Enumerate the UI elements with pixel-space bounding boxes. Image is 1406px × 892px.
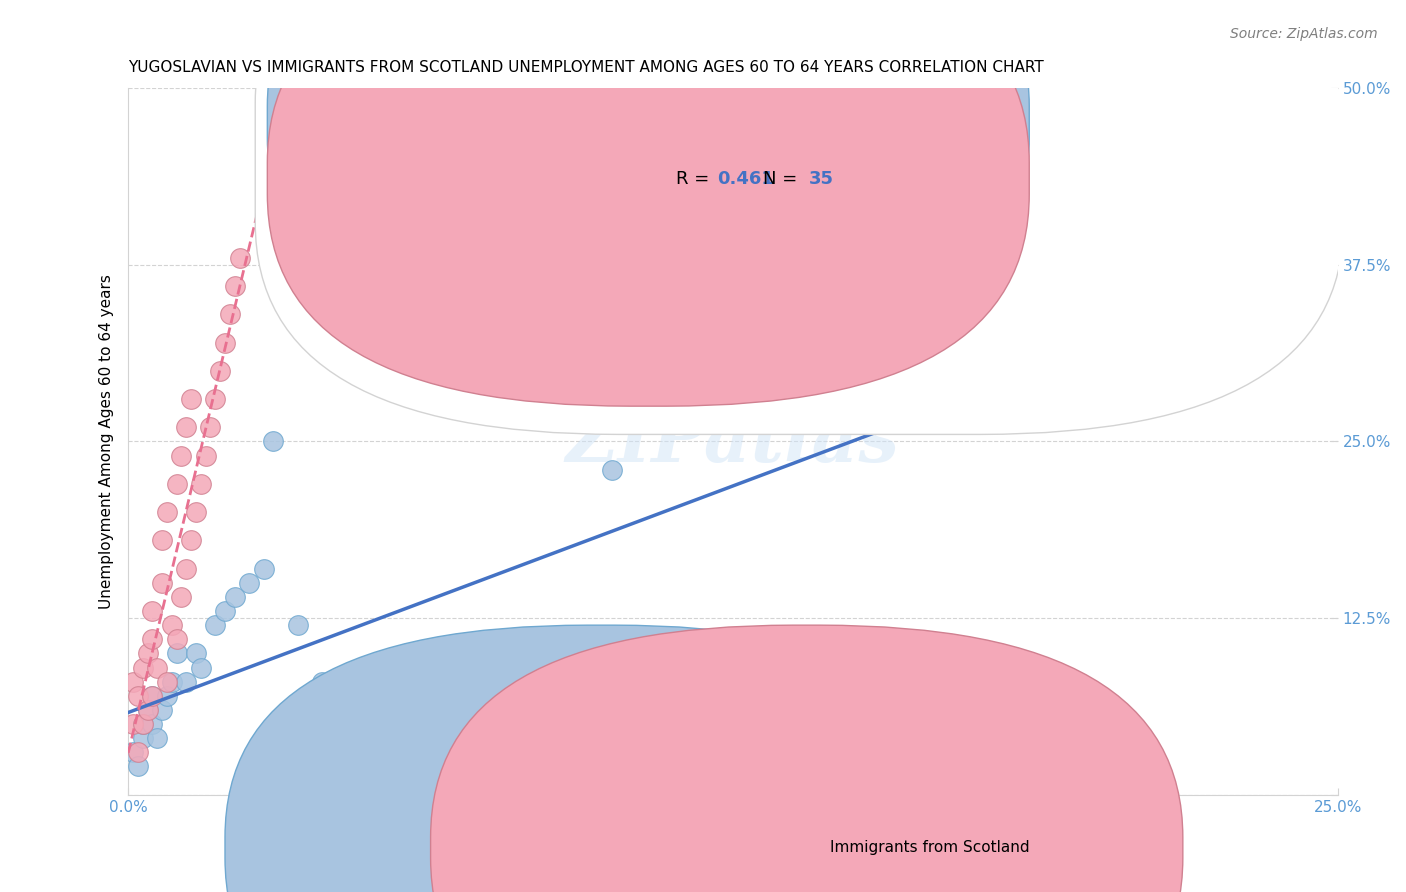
Point [146,660,169,674]
Text: R =: R = [676,169,716,187]
Point [136,703,159,717]
Point [156,674,179,689]
Point [141,632,163,647]
Point [204,392,226,406]
Point [166,476,188,491]
Point [200,420,222,434]
Point [127,745,149,759]
Point [166,632,188,647]
Text: 31: 31 [808,109,834,127]
Point [136,703,159,717]
Point [224,590,246,604]
Point [160,674,183,689]
Text: ZIPatlas: ZIPatlas [565,406,900,477]
Point [238,575,260,590]
FancyBboxPatch shape [267,0,1029,350]
Point [184,505,207,519]
Point [166,647,188,661]
Point [150,575,173,590]
Point [180,533,202,548]
Point [503,731,526,746]
Point [127,689,149,703]
Text: YUGOSLAVIAN VS IMMIGRANTS FROM SCOTLAND UNEMPLOYMENT AMONG AGES 60 TO 64 YEARS C: YUGOSLAVIAN VS IMMIGRANTS FROM SCOTLAND … [128,60,1045,75]
Point [287,618,309,632]
Text: R =: R = [676,109,716,127]
Point [311,674,333,689]
Point [359,717,381,731]
Point [156,689,179,703]
Point [141,689,163,703]
Point [132,717,155,731]
Point [141,717,163,731]
Y-axis label: Unemployment Among Ages 60 to 64 years: Unemployment Among Ages 60 to 64 years [100,274,114,609]
Text: Yugoslavians: Yugoslavians [624,840,723,855]
Point [253,561,276,575]
Point [218,307,240,321]
Point [122,745,145,759]
Point [228,251,250,265]
Point [156,505,179,519]
Point [136,647,159,661]
Point [553,689,575,703]
Point [190,476,212,491]
Point [170,590,193,604]
Point [170,449,193,463]
Point [600,463,623,477]
Point [160,618,183,632]
Point [194,449,217,463]
Point [214,604,236,618]
Point [224,279,246,293]
Point [262,434,284,449]
Point [122,717,145,731]
Point [141,689,163,703]
Point [214,335,236,350]
Point [190,660,212,674]
Point [146,731,169,746]
Point [176,674,198,689]
Text: N =: N = [763,169,803,187]
Text: Immigrants from Scotland: Immigrants from Scotland [830,840,1029,855]
Point [176,420,198,434]
Text: Source: ZipAtlas.com: Source: ZipAtlas.com [1230,27,1378,41]
Text: N =: N = [763,109,803,127]
Text: 35: 35 [808,169,834,187]
Point [150,703,173,717]
Text: 0.461: 0.461 [717,169,775,187]
Text: 0.731: 0.731 [717,109,775,127]
FancyBboxPatch shape [225,625,977,892]
Point [132,731,155,746]
Point [184,647,207,661]
Point [132,660,155,674]
FancyBboxPatch shape [256,0,1344,434]
Point [1084,194,1107,209]
Point [122,674,145,689]
Point [204,618,226,632]
Point [141,604,163,618]
Point [132,717,155,731]
Point [456,703,478,717]
Point [209,364,232,378]
Point [176,561,198,575]
FancyBboxPatch shape [267,0,1029,406]
Point [1133,335,1156,350]
Point [127,759,149,773]
FancyBboxPatch shape [430,625,1182,892]
Point [408,731,430,746]
Point [150,533,173,548]
Point [180,392,202,406]
